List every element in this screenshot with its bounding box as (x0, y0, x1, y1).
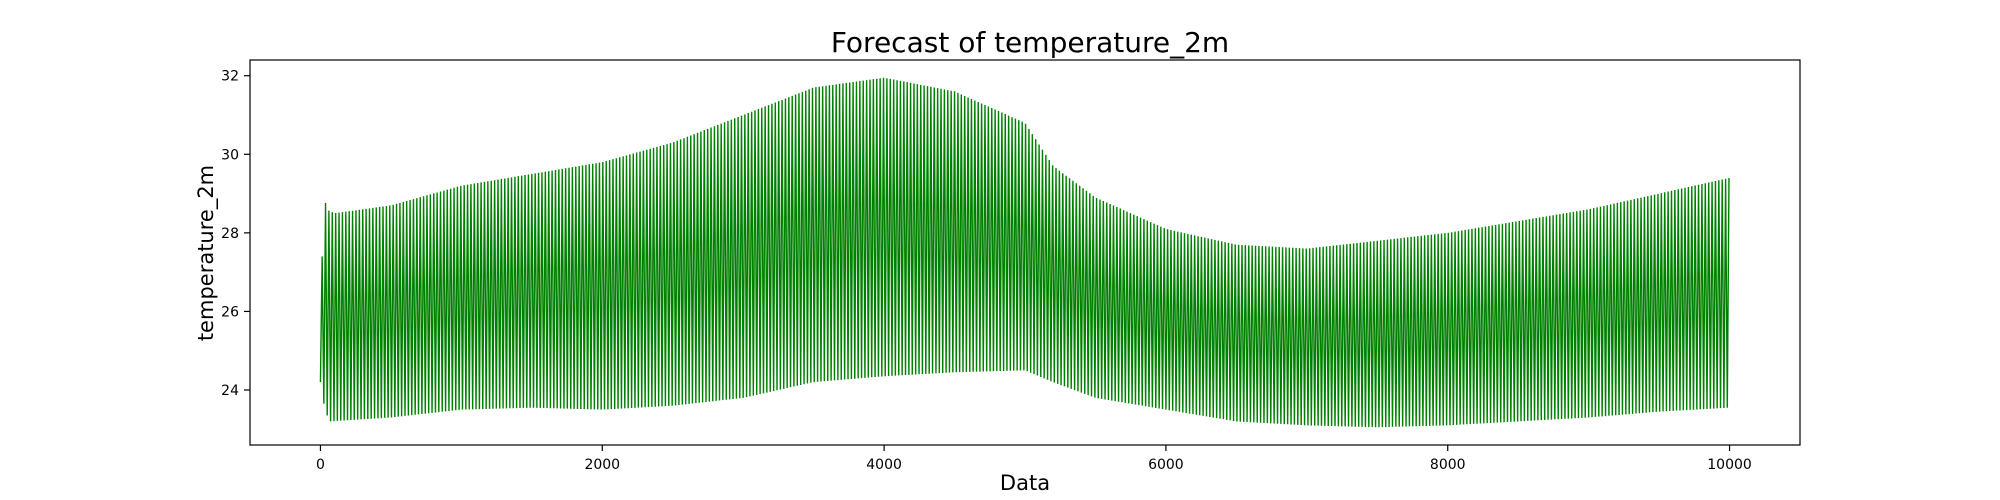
x-tick-label: 0 (316, 457, 325, 473)
x-tick-label: 8000 (1430, 457, 1466, 473)
series-layer (319, 77, 1730, 428)
chart-title: Forecast of temperature_2m (831, 26, 1229, 59)
series-line (319, 77, 1730, 428)
y-axis-label: temperature_2m (194, 165, 219, 341)
x-axis-label: Data (1000, 471, 1050, 495)
plot-area (249, 59, 1801, 446)
y-tick-label: 32 (221, 69, 239, 85)
y-tick-label: 26 (221, 304, 239, 320)
x-axis: 0 2000 4000 6000 8000 10000 (316, 445, 1752, 473)
plot-frame (249, 59, 1801, 446)
x-tick-label: 10000 (1707, 457, 1752, 473)
y-tick-label: 24 (221, 383, 239, 399)
x-tick-label: 2000 (584, 457, 620, 473)
y-tick-label: 30 (221, 147, 239, 163)
y-axis: 24 26 28 30 32 (221, 69, 250, 399)
x-tick-label: 6000 (1148, 457, 1184, 473)
x-tick-label: 4000 (866, 457, 902, 473)
y-tick-label: 28 (221, 226, 239, 242)
